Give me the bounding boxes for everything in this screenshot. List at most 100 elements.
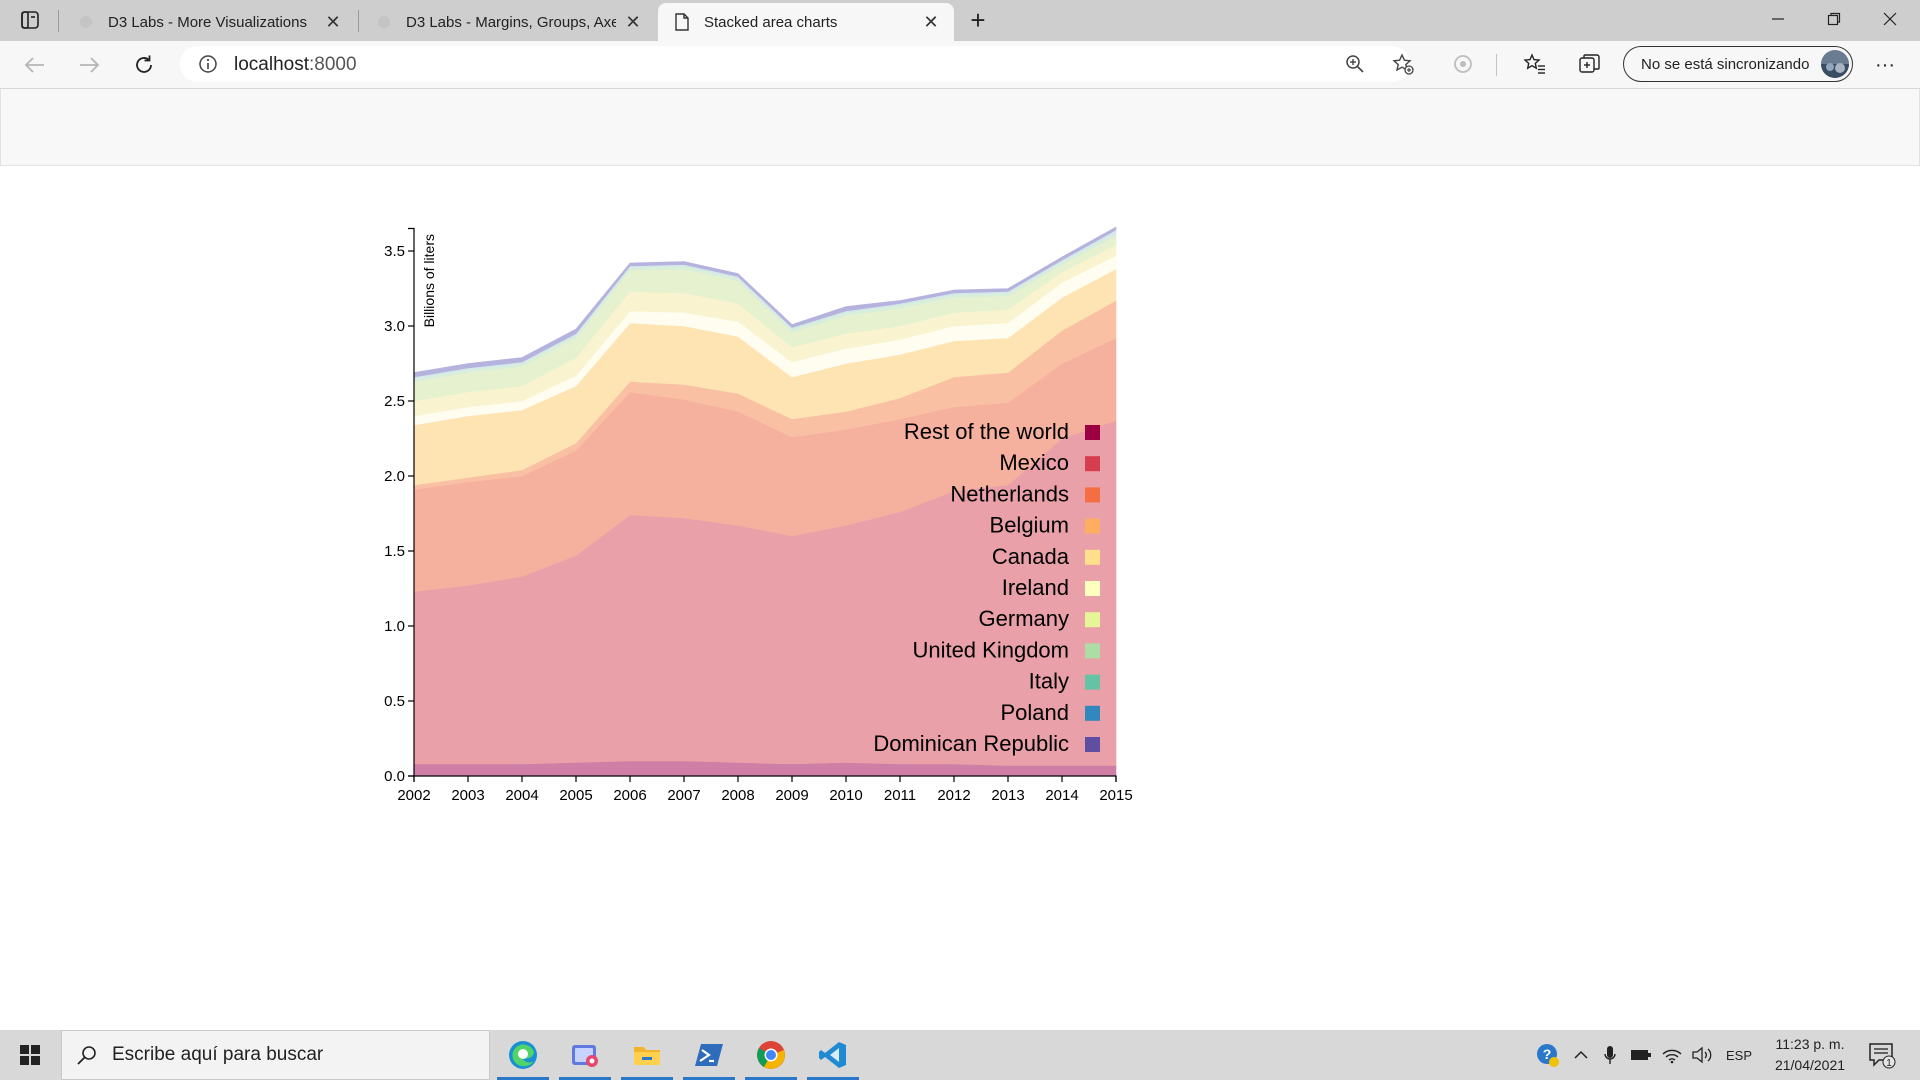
edge-icon[interactable] — [493, 1030, 553, 1080]
chrome-icon[interactable] — [741, 1030, 801, 1080]
language-indicator[interactable]: ESP — [1722, 1030, 1756, 1080]
star-add-icon[interactable] — [1392, 53, 1414, 75]
x-tick-label: 2015 — [1099, 787, 1132, 804]
chart-axes: 0.0 0.5 1.0 1.5 2.0 2.5 3.0 3.5 2002 2003 2004 2005… — [384, 227, 1133, 804]
legend-label: Poland — [1000, 700, 1069, 725]
url-port: :8000 — [309, 54, 357, 75]
search-placeholder: Escribe aquí para buscar — [112, 1044, 324, 1065]
vscode-icon[interactable] — [803, 1030, 863, 1080]
legend-label: Mexico — [999, 450, 1069, 475]
minimize-icon — [1772, 18, 1784, 20]
clock-time: 11:23 p. m. — [1775, 1036, 1845, 1052]
legend-label: Canada — [992, 544, 1070, 569]
file-explorer-icon[interactable] — [617, 1030, 677, 1080]
restore-button[interactable] — [1806, 0, 1862, 38]
document-icon — [675, 13, 689, 31]
legend-item-belgium: Belgium — [990, 513, 1100, 538]
tab-actions-icon[interactable] — [15, 6, 45, 34]
svg-text:?: ? — [1543, 1046, 1552, 1062]
tab-title: D3 Labs - Margins, Groups, Axes — [406, 13, 616, 31]
tab-stacked-area-charts[interactable]: Stacked area charts ✕ — [658, 3, 954, 41]
legend-swatch — [1085, 425, 1100, 440]
battery-icon[interactable] — [1627, 1030, 1655, 1080]
favorites-icon[interactable] — [1523, 53, 1547, 75]
stacked-area-chart: 0.0 0.5 1.0 1.5 2.0 2.5 3.0 3.5 2002 2003 2004 2005… — [384, 226, 1133, 804]
legend-swatch — [1085, 737, 1100, 752]
tab-more-visualizations[interactable]: D3 Labs - More Visualizations ✕ — [62, 3, 356, 41]
windows-start-icon[interactable] — [0, 1030, 60, 1080]
tab-title: Stacked area charts — [704, 13, 838, 31]
legend-label: Dominican Republic — [873, 731, 1069, 756]
x-tick-label: 2007 — [667, 787, 700, 804]
x-axis-line — [413, 775, 1117, 782]
info-icon[interactable] — [198, 54, 218, 74]
snip-icon[interactable] — [555, 1030, 615, 1080]
collections-icon[interactable] — [1578, 53, 1602, 75]
x-tick-label: 2008 — [721, 787, 754, 804]
browser-toolbar: localhost:8000 No se está sincronizando … — [0, 41, 1920, 89]
y-tick-label: 3.5 — [384, 243, 405, 260]
legend-label: Germany — [979, 606, 1069, 631]
x-tick-label: 2012 — [937, 787, 970, 804]
page-icon — [80, 16, 92, 28]
more-icon[interactable]: ··· — [1875, 53, 1895, 76]
address-bar[interactable]: localhost:8000 — [180, 46, 1414, 82]
legend-item-ireland: Ireland — [1002, 575, 1100, 600]
microphone-icon[interactable] — [1598, 1030, 1622, 1080]
chevron-up-icon[interactable] — [1568, 1030, 1594, 1080]
refresh-icon[interactable] — [127, 49, 161, 81]
tab-title: D3 Labs - More Visualizations — [108, 13, 307, 31]
x-tick-label: 2014 — [1045, 787, 1078, 804]
legend-swatch — [1085, 518, 1100, 534]
legend-swatch — [1085, 581, 1100, 596]
x-tick-label: 2013 — [991, 787, 1024, 804]
zoom-icon[interactable] — [1345, 54, 1365, 74]
x-tick-label: 2010 — [829, 787, 862, 804]
legend-swatch — [1085, 456, 1100, 472]
powershell-icon[interactable] — [679, 1030, 739, 1080]
sync-status-button[interactable]: No se está sincronizando — [1623, 46, 1853, 82]
url-text: localhost:8000 — [234, 54, 357, 76]
minimize-button[interactable] — [1750, 0, 1806, 38]
help-icon[interactable]: ? — [1532, 1030, 1564, 1080]
legend-item-germany: Germany — [979, 606, 1100, 631]
notifications-icon[interactable]: 1 — [1862, 1030, 1902, 1080]
wifi-icon[interactable] — [1658, 1030, 1686, 1080]
y-axis-line — [408, 227, 415, 777]
extension-icon[interactable] — [1452, 53, 1474, 75]
legend-swatch — [1085, 487, 1100, 503]
legend-item-rest-of-the-world: Rest of the world — [904, 419, 1100, 444]
x-tick-label: 2011 — [884, 787, 916, 804]
close-icon[interactable]: ✕ — [625, 11, 641, 32]
legend-label: United Kingdom — [912, 637, 1069, 662]
legend-item-mexico: Mexico — [999, 450, 1100, 475]
tab-margins-groups-axes[interactable]: D3 Labs - Margins, Groups, Axes ✕ — [360, 3, 656, 41]
close-window-button[interactable] — [1862, 0, 1918, 38]
legend-label: Belgium — [990, 513, 1069, 538]
legend-swatch — [1085, 643, 1100, 659]
back-arrow-icon[interactable] — [18, 49, 52, 81]
volume-icon[interactable] — [1688, 1030, 1716, 1080]
close-icon[interactable]: ✕ — [325, 11, 341, 32]
legend-item-united-kingdom: United Kingdom — [912, 637, 1100, 662]
legend-item-italy: Italy — [1029, 669, 1100, 694]
y-tick-label: 0.5 — [384, 693, 405, 710]
legend-swatch — [1085, 549, 1100, 565]
taskbar-search[interactable]: Escribe aquí para buscar — [61, 1030, 490, 1080]
taskbar: Escribe aquí para buscar ? — [0, 1030, 1920, 1080]
legend-swatch — [1085, 612, 1100, 628]
plus-icon[interactable]: + — [970, 4, 986, 35]
clock[interactable]: 11:23 p. m. 21/04/2021 — [1760, 1034, 1860, 1076]
forward-arrow-icon[interactable] — [72, 49, 106, 81]
y-tick-label: 3.0 — [384, 318, 405, 335]
legend-item-dominican-republic: Dominican Republic — [873, 731, 1100, 756]
close-icon[interactable]: ✕ — [923, 11, 939, 32]
legend-item-poland: Poland — [1000, 700, 1100, 725]
page-navbar — [0, 89, 1920, 166]
y-tick-label: 0.0 — [384, 768, 405, 785]
close-icon — [1883, 12, 1897, 26]
language-label: ESP — [1725, 1047, 1752, 1063]
chart-legend: Rest of the world Mexico Netherlands Belgiu… — [873, 419, 1100, 756]
restore-icon — [1827, 12, 1841, 26]
legend-label: Netherlands — [950, 481, 1069, 506]
